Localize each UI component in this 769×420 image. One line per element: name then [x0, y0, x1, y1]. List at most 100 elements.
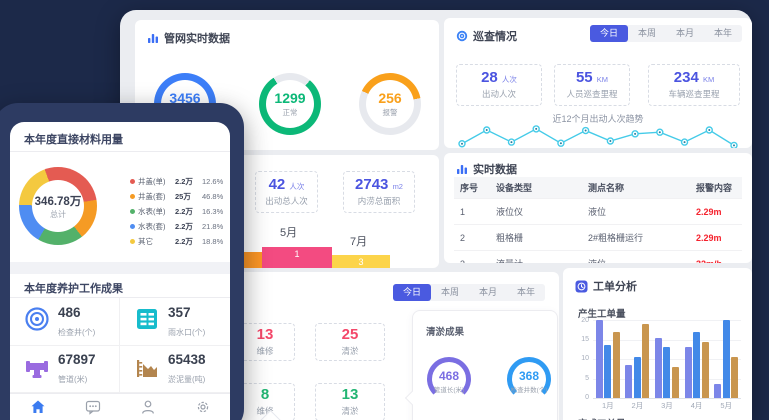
col-index: 序号 — [454, 177, 490, 199]
stat-label: 内涝总面积 — [357, 196, 401, 207]
legend-dot — [130, 224, 135, 229]
stat-box-vehicle-mileage: 234 KM 车辆巡查里程 — [648, 64, 740, 106]
bar-groups — [593, 320, 741, 398]
bar — [701, 341, 709, 398]
maintenance-item-rain-inlets: 357 雨水口(个) — [120, 298, 230, 346]
panel-title: 工单分析 — [593, 281, 637, 293]
stat-value: 13 — [256, 325, 274, 343]
table-row[interactable]: 3 流量计 液位 32m/h — [454, 250, 742, 263]
messages-icon[interactable] — [84, 398, 102, 416]
bar — [633, 357, 641, 398]
settings-icon[interactable] — [194, 398, 212, 416]
ring-value: 256 — [378, 90, 402, 106]
legend-dot — [130, 179, 135, 184]
gauge-label: 检查井数(个) — [510, 387, 548, 394]
stat-box-dispatch-total: 42 人次 出动总人次 — [255, 171, 318, 213]
bar — [671, 366, 679, 398]
table-header-row: 序号 设备类型 测点名称 报警内容 — [454, 177, 742, 199]
ring-value: 3456 — [169, 90, 201, 106]
divider — [10, 297, 230, 298]
alarm-value: 2.29m — [690, 198, 742, 225]
donut-legend: 井盖(单) 2.2万 12.6% 井盖(套) 25万 46.8% 水表(单) 2… — [130, 174, 228, 249]
col-device-type: 设备类型 — [490, 177, 582, 199]
clock-icon — [575, 280, 588, 293]
bar — [654, 337, 662, 398]
tab-this-month[interactable]: 本月 — [478, 287, 497, 297]
material-usage-title: 本年度直接材料用量 — [24, 134, 123, 146]
section-title-completed: 完成工单量 — [578, 416, 626, 420]
bar — [642, 323, 650, 398]
col-alarm-content: 报警内容 — [690, 177, 742, 199]
stat-label: 维修 — [256, 406, 274, 417]
profile-icon[interactable] — [139, 398, 157, 416]
panel-title: 巡查情况 — [473, 31, 517, 43]
pipe-icon — [24, 354, 50, 385]
stat-box-person-mileage: 55 KM 人员巡查里程 — [554, 64, 630, 106]
workorder-bar-chart: 20 15 10 5 0 1月 2月 3月 — [573, 317, 743, 416]
dredge-icon — [134, 354, 160, 385]
bar — [612, 331, 620, 398]
legend-dot — [130, 209, 135, 214]
stat-box-dredge-red: 25 清淤 — [315, 323, 385, 361]
section-gap — [10, 262, 230, 274]
ring-label: 报警 — [382, 108, 398, 117]
bar — [663, 347, 671, 398]
table-row[interactable]: 1 液位仪 液位 2.29m — [454, 198, 742, 225]
stat-value: 13 — [341, 385, 359, 403]
bar — [595, 320, 603, 398]
material-donut-chart: 346.78万 总计 — [19, 167, 97, 245]
trend-line-chart — [458, 125, 738, 148]
bar — [731, 357, 739, 398]
stat-unit: KM — [702, 74, 715, 84]
ring-normal: 1299 正常 — [259, 73, 321, 135]
bar — [722, 320, 730, 398]
bottom-nav — [10, 393, 230, 420]
col-point-name: 测点名称 — [582, 177, 690, 199]
stat-unit: 人次 — [289, 181, 305, 191]
podium-month-3rd: 7月 — [350, 236, 368, 248]
tab-today[interactable]: 今日 — [589, 25, 628, 42]
tab-this-year[interactable]: 本年 — [516, 287, 535, 297]
tab-today[interactable]: 今日 — [392, 284, 431, 301]
bar-chart-icon — [147, 32, 159, 44]
legend-item: 其它 2.2万 18.8% — [130, 234, 228, 249]
bar-chart-icon — [456, 163, 468, 175]
stat-unit: m2 — [392, 181, 403, 191]
alarm-value: 2.29m — [690, 224, 742, 251]
tab-this-month[interactable]: 本月 — [675, 28, 694, 38]
tab-this-week[interactable]: 本周 — [637, 28, 656, 38]
alarm-table: 序号 设备类型 测点名称 报警内容 1 液位仪 液位 2.29m 2 — [454, 177, 742, 263]
trend-caption: 近12个月出动人次趋势 — [552, 114, 644, 124]
stat-box-dispatch-count: 28 人次 出动人次 — [456, 64, 542, 106]
inspection-well-icon — [24, 306, 50, 337]
maintenance-item-sludge: 65438 淤泥量(吨) — [120, 346, 230, 393]
stat-value: 2743 — [355, 175, 389, 193]
time-tab-group: 今日 本周 本月 本年 — [392, 284, 545, 301]
stat-value: 234 — [673, 68, 699, 86]
legend-dot — [130, 239, 135, 244]
maintenance-item-pipeline: 67897 管道(米) — [10, 346, 120, 393]
legend-item: 水表(套) 2.2万 21.8% — [130, 219, 228, 234]
panel-title: 实时数据 — [473, 164, 517, 176]
tab-this-week[interactable]: 本周 — [440, 287, 459, 297]
bar — [693, 331, 701, 398]
ring-label: 正常 — [282, 108, 298, 117]
bubble-title: 清淤成果 — [426, 327, 465, 338]
home-icon[interactable] — [29, 398, 47, 416]
maintenance-title: 本年度养护工作成果 — [24, 283, 123, 295]
ring-alarm: 256 报警 — [359, 73, 421, 135]
stat-value: 42 — [268, 175, 286, 193]
panel-workorder-analysis: 工单分析 产生工单量 20 15 10 5 0 — [563, 268, 752, 420]
panel-patrol: 巡查情况 今日 本周 本月 本年 28 人次 出动人次 55 KM 人员巡查里程… — [444, 18, 752, 148]
stat-label: 车辆巡查里程 — [668, 89, 720, 100]
tab-this-year[interactable]: 本年 — [713, 28, 732, 38]
podium-bar-3rd: 3 — [332, 255, 390, 268]
chart-x-labels: 1月 2月 3月 4月 5月 — [601, 401, 732, 410]
stat-box-dredge-green: 13 清淤 — [315, 383, 385, 420]
maintenance-item-wells: 486 检查井(个) — [10, 298, 120, 346]
rain-inlet-icon — [134, 306, 160, 337]
stat-unit: KM — [596, 74, 609, 84]
gauge-well-count: 368 检查井数(个) — [507, 357, 551, 401]
table-row[interactable]: 2 粗格栅 2#粗格栅运行 2.29m — [454, 224, 742, 251]
